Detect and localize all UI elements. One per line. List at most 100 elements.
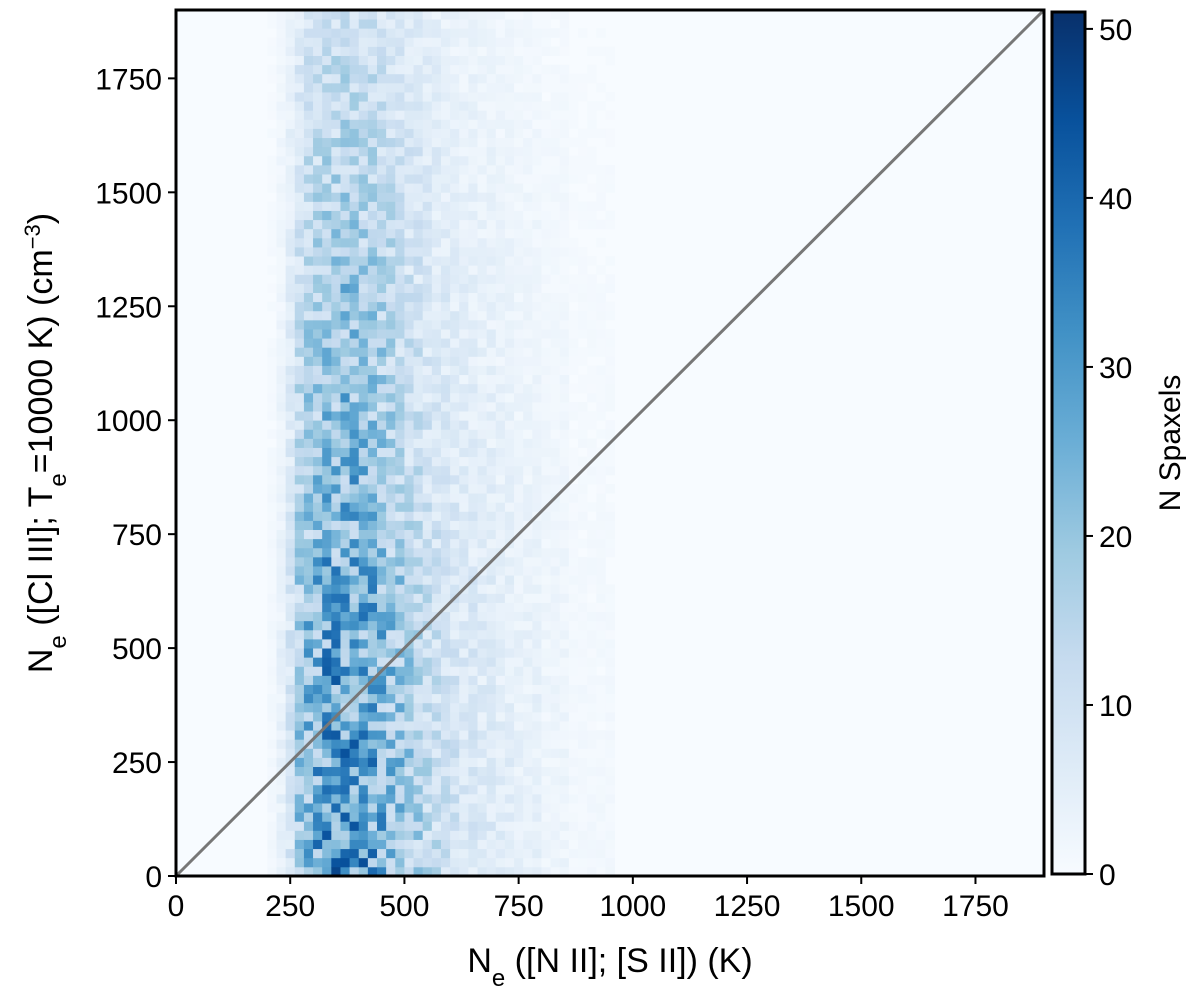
heatmap-cell bbox=[459, 101, 469, 111]
heatmap-cell bbox=[322, 28, 332, 38]
heatmap-cell bbox=[541, 803, 552, 813]
heatmap-cell bbox=[340, 19, 350, 29]
heatmap-cell bbox=[395, 310, 405, 321]
heatmap-cell bbox=[605, 812, 615, 822]
heatmap-cell bbox=[459, 201, 469, 211]
heatmap-cell bbox=[413, 137, 424, 148]
heatmap-cell bbox=[303, 420, 314, 430]
heatmap-cell bbox=[587, 556, 597, 567]
heatmap-cell bbox=[559, 830, 570, 840]
heatmap-cell bbox=[413, 192, 424, 202]
heatmap-cell bbox=[377, 775, 387, 786]
heatmap-cell bbox=[578, 329, 588, 339]
heatmap-cell bbox=[313, 839, 323, 850]
heatmap-cell bbox=[459, 511, 469, 521]
heatmap-cell bbox=[605, 219, 615, 230]
heatmap-cell bbox=[413, 711, 424, 722]
heatmap-cell bbox=[440, 301, 451, 312]
heatmap-cell bbox=[605, 721, 615, 731]
heatmap-cell bbox=[340, 192, 350, 202]
heatmap-cell bbox=[587, 146, 597, 157]
heatmap-cell bbox=[605, 365, 615, 376]
heatmap-cell bbox=[605, 757, 615, 768]
heatmap-cell bbox=[504, 237, 515, 248]
heatmap-cell bbox=[468, 119, 478, 129]
heatmap-cell bbox=[413, 374, 424, 385]
heatmap-cell bbox=[358, 429, 369, 439]
heatmap-cell bbox=[468, 502, 478, 512]
heatmap-cell bbox=[422, 401, 433, 412]
heatmap-cell bbox=[294, 64, 305, 75]
heatmap-cell bbox=[422, 484, 433, 494]
heatmap-cell bbox=[587, 365, 597, 376]
heatmap-cell bbox=[404, 556, 414, 567]
heatmap-cell bbox=[313, 64, 323, 75]
heatmap-cell bbox=[514, 766, 524, 777]
heatmap-cell bbox=[559, 566, 570, 576]
heatmap-cell bbox=[404, 675, 414, 685]
heatmap-cell bbox=[523, 775, 533, 786]
heatmap-cell bbox=[377, 383, 387, 394]
heatmap-cell bbox=[495, 866, 506, 877]
heatmap-cell bbox=[541, 73, 552, 84]
heatmap-cell bbox=[413, 155, 424, 166]
heatmap-cell bbox=[386, 183, 396, 193]
heatmap-cell bbox=[559, 119, 570, 129]
heatmap-cell bbox=[596, 593, 606, 603]
heatmap-cell bbox=[477, 383, 488, 394]
heatmap-cell bbox=[386, 493, 396, 503]
heatmap-cell bbox=[587, 584, 597, 594]
heatmap-cell bbox=[303, 146, 314, 157]
heatmap-cell bbox=[459, 711, 469, 722]
heatmap-cell bbox=[440, 329, 451, 339]
heatmap-cell bbox=[313, 866, 323, 877]
heatmap-cell bbox=[532, 675, 542, 685]
heatmap-cell bbox=[377, 821, 387, 831]
heatmap-cell bbox=[285, 775, 296, 786]
heatmap-cell bbox=[303, 611, 314, 622]
heatmap-cell bbox=[495, 64, 506, 75]
heatmap-cell bbox=[440, 739, 451, 749]
heatmap-cell bbox=[495, 629, 506, 640]
heatmap-cell bbox=[504, 429, 515, 439]
heatmap-cell bbox=[322, 383, 332, 394]
heatmap-cell bbox=[422, 128, 433, 139]
heatmap-cell bbox=[377, 128, 387, 139]
heatmap-cell bbox=[596, 383, 606, 394]
heatmap-cell bbox=[349, 812, 360, 822]
heatmap-cell bbox=[440, 137, 451, 148]
heatmap-cell bbox=[377, 119, 387, 129]
heatmap-cell bbox=[495, 374, 506, 385]
heatmap-cell bbox=[523, 484, 533, 494]
heatmap-cell bbox=[340, 721, 350, 731]
heatmap-cell bbox=[477, 10, 488, 20]
heatmap-cell bbox=[477, 474, 488, 485]
heatmap-cell bbox=[267, 110, 277, 120]
heatmap-cell bbox=[413, 821, 424, 831]
heatmap-cell bbox=[322, 329, 332, 339]
heatmap-cell bbox=[340, 119, 350, 129]
heatmap-cell bbox=[495, 164, 506, 175]
heatmap-cell bbox=[303, 265, 314, 275]
heatmap-cell bbox=[313, 401, 323, 412]
heatmap-cell bbox=[358, 456, 369, 467]
heatmap-cell bbox=[313, 155, 323, 166]
heatmap-cell bbox=[440, 283, 451, 293]
heatmap-cell bbox=[303, 411, 314, 421]
heatmap-cell bbox=[440, 210, 451, 221]
heatmap-cell bbox=[550, 192, 561, 202]
heatmap-cell bbox=[587, 392, 597, 403]
heatmap-cell bbox=[395, 447, 405, 458]
heatmap-cell bbox=[578, 775, 588, 786]
heatmap-cell bbox=[468, 292, 478, 303]
heatmap-cell bbox=[386, 620, 396, 631]
heatmap-cell bbox=[450, 365, 460, 376]
heatmap-cell bbox=[587, 329, 597, 339]
heatmap-cell bbox=[285, 657, 296, 667]
heatmap-cell bbox=[495, 857, 506, 868]
heatmap-cell bbox=[386, 556, 396, 567]
heatmap-cell bbox=[532, 493, 542, 503]
heatmap-cell bbox=[331, 575, 341, 585]
heatmap-cell bbox=[578, 629, 588, 640]
heatmap-cell bbox=[422, 793, 433, 804]
